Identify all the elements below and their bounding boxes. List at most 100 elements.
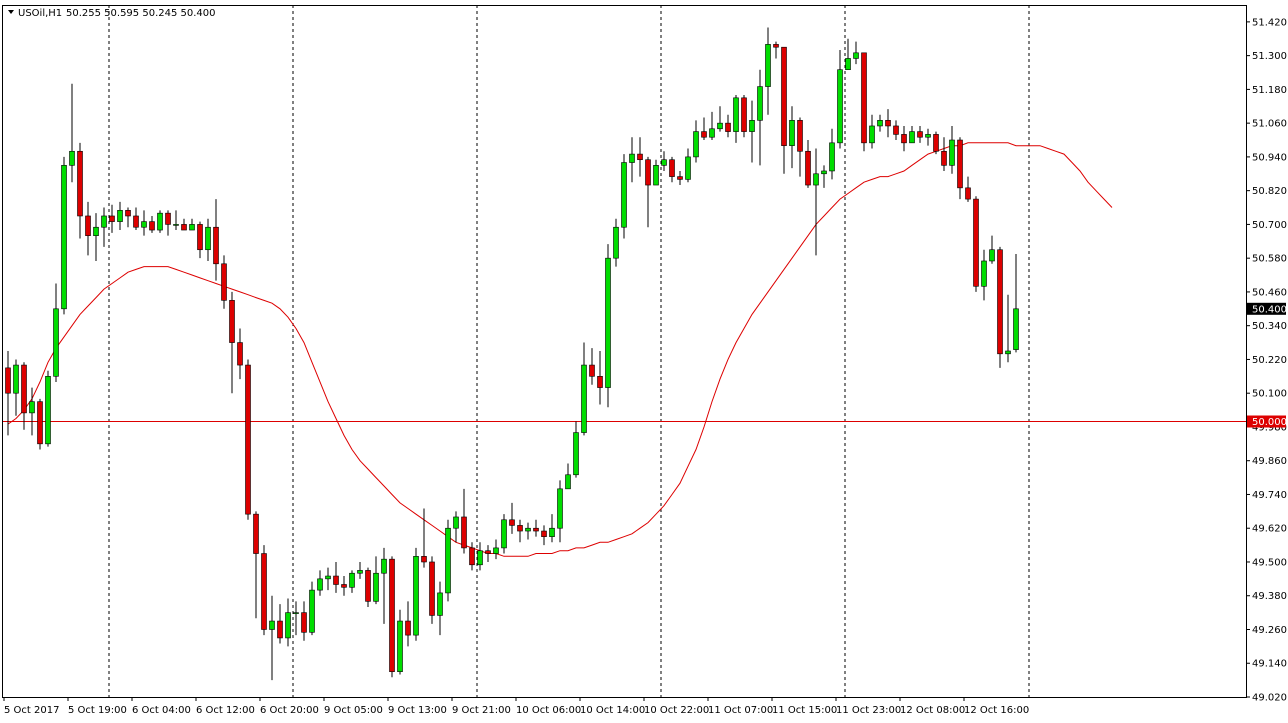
candle[interactable] <box>989 235 995 264</box>
candle[interactable] <box>821 165 827 188</box>
candle[interactable] <box>141 210 147 236</box>
candle[interactable] <box>93 213 99 261</box>
candle[interactable] <box>749 100 755 163</box>
candle[interactable] <box>589 348 595 385</box>
candle[interactable] <box>173 210 179 231</box>
candle[interactable] <box>213 199 219 281</box>
candle[interactable] <box>797 117 803 177</box>
candle[interactable] <box>957 137 963 200</box>
candle[interactable] <box>37 398 43 450</box>
candle[interactable] <box>669 156 675 183</box>
candle[interactable] <box>925 128 931 146</box>
candle[interactable] <box>189 218 195 231</box>
candle[interactable] <box>429 556 435 624</box>
candle[interactable] <box>853 41 859 65</box>
candle[interactable] <box>229 291 235 394</box>
candle[interactable] <box>125 207 131 228</box>
candle[interactable] <box>949 125 955 174</box>
candle[interactable] <box>869 114 875 149</box>
candle[interactable] <box>661 151 667 171</box>
candle[interactable] <box>277 604 283 644</box>
candle[interactable] <box>389 556 395 678</box>
candle[interactable] <box>757 69 763 166</box>
candle[interactable] <box>349 570 355 593</box>
candle[interactable] <box>357 561 363 579</box>
candle[interactable] <box>301 601 307 641</box>
candle[interactable] <box>461 488 467 554</box>
candle[interactable] <box>613 218 619 267</box>
candle[interactable] <box>269 595 275 681</box>
candle[interactable] <box>981 249 987 301</box>
candle[interactable] <box>781 46 787 174</box>
candle[interactable] <box>477 542 483 571</box>
candle[interactable] <box>317 570 323 596</box>
candle[interactable] <box>157 210 163 233</box>
candle[interactable] <box>85 201 91 256</box>
candle[interactable] <box>541 525 547 546</box>
candle[interactable] <box>29 387 35 436</box>
candle[interactable] <box>813 148 819 256</box>
candle[interactable] <box>133 207 139 231</box>
candle[interactable] <box>341 576 347 596</box>
candle[interactable] <box>165 210 171 236</box>
candle[interactable] <box>533 519 539 537</box>
candles[interactable] <box>5 27 1019 681</box>
candle[interactable] <box>53 283 59 382</box>
candle[interactable] <box>741 95 747 138</box>
candle[interactable] <box>365 567 371 607</box>
candle[interactable] <box>149 215 155 233</box>
candle[interactable] <box>685 148 691 183</box>
candle[interactable] <box>973 196 979 292</box>
candle[interactable] <box>693 120 699 163</box>
candle[interactable] <box>733 95 739 143</box>
candle[interactable] <box>805 140 811 188</box>
candle[interactable] <box>405 601 411 647</box>
candle[interactable] <box>1013 253 1019 353</box>
candle[interactable] <box>397 609 403 675</box>
candle[interactable] <box>909 125 915 144</box>
candle[interactable] <box>557 480 563 543</box>
candle[interactable] <box>101 207 107 247</box>
candle[interactable] <box>997 246 1003 368</box>
candle[interactable] <box>5 351 11 436</box>
candle[interactable] <box>581 342 587 436</box>
candle[interactable] <box>917 125 923 143</box>
candle[interactable] <box>325 567 331 591</box>
candle[interactable] <box>221 255 227 309</box>
candle[interactable] <box>501 514 507 554</box>
candle[interactable] <box>469 542 475 571</box>
candle[interactable] <box>373 556 379 605</box>
candle[interactable] <box>437 581 443 636</box>
candle[interactable] <box>653 159 659 186</box>
candle[interactable] <box>117 201 123 231</box>
candle[interactable] <box>293 601 299 636</box>
candle[interactable] <box>197 221 203 259</box>
candle[interactable] <box>245 359 251 520</box>
candle[interactable] <box>253 511 259 619</box>
candle[interactable] <box>485 545 491 562</box>
candle[interactable] <box>789 106 795 169</box>
candle[interactable] <box>637 137 643 177</box>
dropdown-triangle-icon[interactable] <box>8 10 14 14</box>
candle[interactable] <box>709 111 715 141</box>
candle[interactable] <box>285 598 291 647</box>
candle[interactable] <box>893 120 899 141</box>
candle[interactable] <box>717 106 723 132</box>
candle[interactable] <box>773 41 779 59</box>
candle[interactable] <box>701 117 707 141</box>
candle[interactable] <box>45 370 51 447</box>
candle[interactable] <box>941 137 947 171</box>
candle[interactable] <box>549 514 555 543</box>
candle[interactable] <box>629 137 635 183</box>
candle[interactable] <box>933 131 939 155</box>
candle[interactable] <box>13 359 19 416</box>
candle[interactable] <box>597 351 603 405</box>
candle[interactable] <box>309 581 315 636</box>
candle[interactable] <box>765 27 771 115</box>
candle[interactable] <box>965 176 971 202</box>
candle[interactable] <box>861 52 867 152</box>
candle[interactable] <box>677 170 683 186</box>
candle[interactable] <box>413 547 419 641</box>
candle[interactable] <box>565 463 571 490</box>
